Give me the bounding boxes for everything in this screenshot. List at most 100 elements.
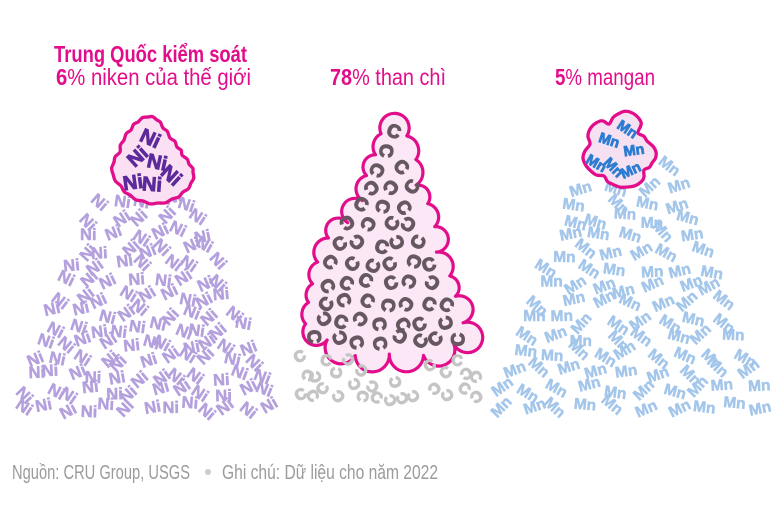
svg-text:C: C xyxy=(451,352,463,370)
svg-text:Ni: Ni xyxy=(84,369,101,388)
svg-text:Ni: Ni xyxy=(162,399,179,417)
svg-text:C: C xyxy=(291,347,309,367)
svg-text:Mn: Mn xyxy=(633,397,660,421)
svg-text:Mn: Mn xyxy=(556,356,583,379)
svg-text:Ni: Ni xyxy=(137,241,159,264)
svg-text:C: C xyxy=(371,197,395,215)
svg-text:Mn: Mn xyxy=(603,383,628,403)
svg-text:Ni: Ni xyxy=(182,338,202,359)
svg-text:Ni: Ni xyxy=(97,395,114,414)
svg-text:Mn: Mn xyxy=(602,260,627,280)
svg-text:Mn: Mn xyxy=(521,395,548,418)
svg-text:Ni: Ni xyxy=(158,281,181,304)
svg-text:Ni: Ni xyxy=(67,361,89,384)
svg-text:C: C xyxy=(368,334,392,352)
svg-text:Trung Quốc kiểm soát: Trung Quốc kiểm soát xyxy=(54,41,247,67)
svg-text:Mn: Mn xyxy=(667,260,693,282)
svg-text:Mn: Mn xyxy=(692,398,716,418)
svg-text:Ni: Ni xyxy=(253,378,275,401)
svg-text:Ni: Ni xyxy=(68,316,89,338)
svg-text:Ni: Ni xyxy=(187,321,206,341)
svg-text:Ni: Ni xyxy=(181,301,203,324)
svg-text:Ni: Ni xyxy=(71,298,91,319)
svg-text:Mn: Mn xyxy=(573,396,597,415)
svg-text:Mn: Mn xyxy=(611,281,637,303)
svg-text:Ni: Ni xyxy=(193,233,216,257)
svg-text:Ni: Ni xyxy=(166,218,189,241)
svg-text:Mn: Mn xyxy=(488,393,516,421)
svg-text:Ni: Ni xyxy=(80,403,97,422)
svg-text:Mn: Mn xyxy=(617,224,643,247)
svg-text:78% than chì: 78% than chì xyxy=(330,64,446,90)
svg-text:Mn: Mn xyxy=(568,178,594,201)
svg-text:Ni: Ni xyxy=(87,290,110,313)
svg-text:Ni: Ni xyxy=(229,361,251,384)
svg-text:Ni: Ni xyxy=(113,192,132,212)
svg-text:Ni: Ni xyxy=(103,222,125,245)
svg-text:C: C xyxy=(319,351,334,370)
svg-text:Ni: Ni xyxy=(178,290,198,311)
svg-text:Ni: Ni xyxy=(148,314,168,335)
svg-text:Ni: Ni xyxy=(57,400,80,424)
svg-text:Ni: Ni xyxy=(141,173,162,196)
svg-text:Ni: Ni xyxy=(176,194,197,216)
svg-text:Mn: Mn xyxy=(561,196,586,216)
svg-text:Ni: Ni xyxy=(150,377,171,399)
svg-text:Mn: Mn xyxy=(583,360,609,383)
svg-text:Ni: Ni xyxy=(35,330,56,352)
svg-text:Mn: Mn xyxy=(582,211,608,234)
svg-text:Ni: Ni xyxy=(24,348,46,371)
svg-text:Ni: Ni xyxy=(123,336,141,356)
svg-text:Ni: Ni xyxy=(80,226,97,244)
svg-text:Ni: Ni xyxy=(122,171,145,196)
svg-text:Ni: Ni xyxy=(258,394,281,418)
svg-text:Ni: Ni xyxy=(149,220,172,243)
svg-text:Ni: Ni xyxy=(34,395,54,416)
svg-text:Ni: Ni xyxy=(63,256,81,275)
svg-text:Ni: Ni xyxy=(97,307,118,329)
svg-text:Ni: Ni xyxy=(115,251,134,271)
svg-text:C: C xyxy=(328,366,346,379)
svg-text:Mn: Mn xyxy=(662,381,688,404)
svg-text:Mn: Mn xyxy=(540,274,562,291)
svg-text:Mn: Mn xyxy=(664,195,691,218)
svg-text:Mn: Mn xyxy=(540,394,568,422)
svg-text:Ni: Ni xyxy=(181,234,203,257)
svg-text:Ni: Ni xyxy=(181,394,199,413)
svg-text:Mn: Mn xyxy=(623,142,646,161)
svg-text:Ni: Ni xyxy=(237,376,260,400)
svg-text:Mn: Mn xyxy=(655,153,683,180)
svg-text:Ni: Ni xyxy=(55,267,78,290)
svg-text:Mn: Mn xyxy=(586,224,611,244)
svg-text:Mn: Mn xyxy=(723,394,747,413)
svg-text:Ni: Ni xyxy=(251,366,273,389)
svg-text:Mn: Mn xyxy=(666,396,694,421)
svg-text:C: C xyxy=(375,143,397,158)
svg-text:6% niken của thế giới: 6% niken của thế giới xyxy=(56,64,251,90)
svg-text:Mn: Mn xyxy=(541,347,564,365)
svg-text:Ni: Ni xyxy=(145,150,169,176)
svg-text:Ni: Ni xyxy=(87,190,111,214)
svg-text:Mn: Mn xyxy=(576,374,602,396)
svg-text:Ni: Ni xyxy=(47,349,67,370)
svg-text:Ni: Ni xyxy=(106,385,123,403)
svg-text:C: C xyxy=(377,297,400,313)
svg-text:Ni: Ni xyxy=(193,227,213,248)
svg-text:Ni: Ni xyxy=(45,380,68,404)
svg-text:C: C xyxy=(386,375,405,390)
svg-text:Mn: Mn xyxy=(561,289,586,310)
svg-text:Ni: Ni xyxy=(107,368,126,389)
svg-text:Ni: Ni xyxy=(138,350,159,372)
svg-text:Ni: Ni xyxy=(96,270,119,293)
svg-text:Mn: Mn xyxy=(748,377,771,395)
svg-text:Ni: Ni xyxy=(44,319,67,343)
svg-text:Mn: Mn xyxy=(641,215,664,232)
svg-text:Ni: Ni xyxy=(42,299,62,320)
svg-text:Ni: Ni xyxy=(212,285,230,304)
svg-text:Ni: Ni xyxy=(72,328,93,350)
svg-text:Ni: Ni xyxy=(193,289,216,313)
svg-text:Mn: Mn xyxy=(542,323,569,347)
svg-text:Ni: Ni xyxy=(91,244,108,263)
svg-text:Nguồn: CRU Group, USGS: Nguồn: CRU Group, USGS xyxy=(12,462,190,484)
svg-text:Mn: Mn xyxy=(558,223,583,244)
